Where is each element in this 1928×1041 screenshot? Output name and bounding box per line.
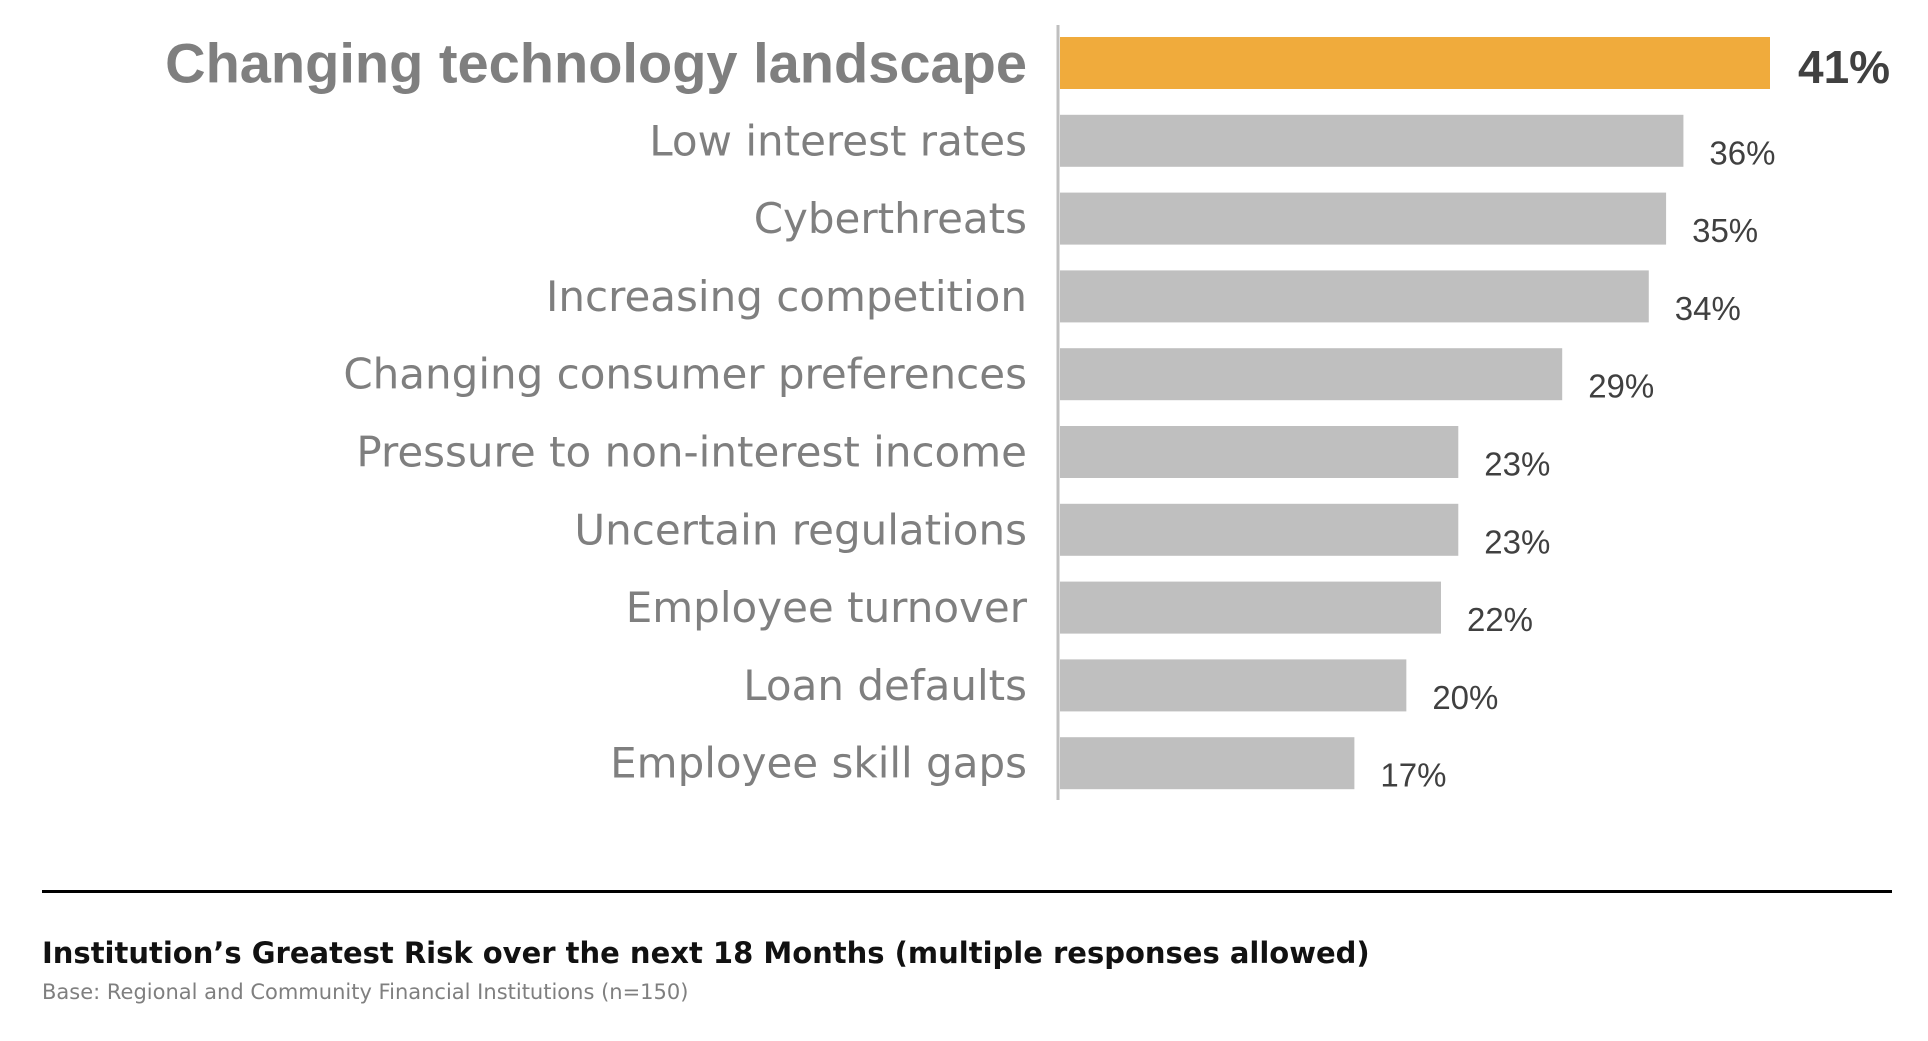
- category-label: Employee skill gaps: [610, 739, 1027, 788]
- bar: [1060, 426, 1459, 478]
- caption-base: Base: Regional and Community Financial I…: [42, 980, 689, 1004]
- value-label: 29%: [1588, 368, 1654, 405]
- value-label: 35%: [1692, 212, 1758, 249]
- bar: [1060, 192, 1667, 245]
- value-label: 23%: [1484, 446, 1550, 483]
- bar: [1060, 37, 1770, 89]
- bar: [1060, 581, 1441, 634]
- bar: [1060, 348, 1563, 401]
- category-label-highlight: Changing technology landscape: [165, 32, 1027, 95]
- bar: [1060, 737, 1355, 790]
- bars-group: [1060, 37, 1770, 790]
- caption-title: Institution’s Greatest Risk over the nex…: [42, 936, 1370, 970]
- bar: [1060, 503, 1459, 556]
- category-label: Employee turnover: [626, 583, 1028, 632]
- value-label: 20%: [1432, 679, 1498, 716]
- value-label: 17%: [1380, 757, 1446, 794]
- category-label: Uncertain regulations: [574, 505, 1027, 554]
- category-label: Pressure to non-interest income: [356, 428, 1027, 477]
- category-label: Increasing competition: [546, 272, 1027, 321]
- category-label: Loan defaults: [743, 661, 1027, 710]
- category-label: Low interest rates: [649, 116, 1027, 165]
- value-label: 34%: [1675, 290, 1741, 327]
- value-label: 22%: [1467, 601, 1533, 638]
- value-label: 23%: [1484, 523, 1550, 560]
- bar: [1060, 114, 1684, 167]
- bar: [1060, 659, 1407, 712]
- bar: [1060, 270, 1649, 323]
- category-label: Cyberthreats: [754, 194, 1027, 243]
- value-label: 36%: [1709, 134, 1775, 171]
- bar-chart: Changing technology landscape Low interes…: [165, 25, 1890, 800]
- caption-divider: [42, 890, 1892, 893]
- value-labels-group: 41% 36% 35% 34% 29% 23% 23% 22% 20% 17%: [1380, 41, 1890, 794]
- category-labels-group: Changing technology landscape Low interes…: [165, 32, 1028, 788]
- category-label: Changing consumer preferences: [343, 350, 1027, 399]
- value-label-highlight: 41%: [1798, 41, 1890, 93]
